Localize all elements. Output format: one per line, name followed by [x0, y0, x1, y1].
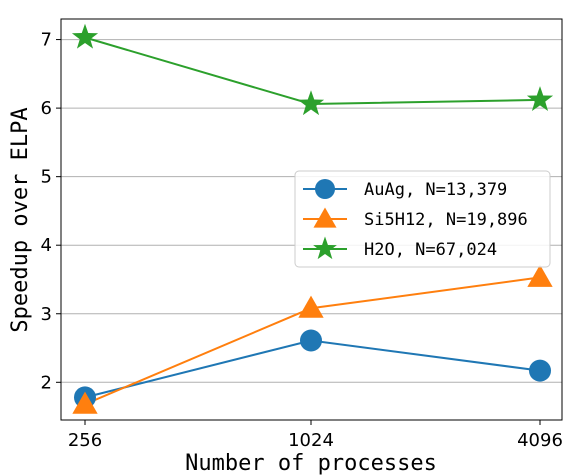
data-point	[300, 329, 322, 352]
data-point	[71, 23, 99, 49]
x-tick-label: 1024	[288, 430, 334, 451]
legend-marker	[313, 236, 337, 260]
y-tick-label: 6	[41, 98, 52, 119]
data-point	[298, 295, 324, 318]
data-point	[529, 359, 551, 382]
x-tick-label: 256	[68, 430, 102, 451]
y-tick-label: 7	[41, 30, 52, 51]
y-tick-label: 4	[41, 235, 52, 256]
y-tick-label: 3	[41, 304, 52, 325]
legend-label: H2O, N=67,024	[364, 240, 497, 260]
legend: AuAg, N=13,379 Si5H12, N=19,896 H2O, N=67,…	[294, 170, 551, 268]
series-markers	[71, 23, 554, 414]
series-line	[84, 36, 541, 106]
x-axis-title: Number of processes	[185, 451, 437, 475]
x-tick-label: 4096	[517, 430, 563, 451]
legend-box	[294, 170, 551, 268]
data-point	[526, 86, 554, 112]
y-axis-title: Speedup over ELPA	[8, 107, 33, 332]
data-point	[527, 264, 553, 287]
legend-marker	[315, 179, 335, 199]
legend-marker	[313, 207, 337, 228]
data-point	[72, 391, 98, 414]
data-point	[297, 90, 325, 116]
x-axis-ticks: 256 1024 4096	[68, 420, 563, 451]
y-tick-label: 5	[41, 167, 52, 188]
y-tick-label: 2	[41, 372, 52, 393]
y-axis-ticks: 2 3 4 5 6 7	[41, 30, 61, 393]
legend-label: AuAg, N=13,379	[364, 180, 507, 200]
legend-label: Si5H12, N=19,896	[364, 210, 528, 230]
